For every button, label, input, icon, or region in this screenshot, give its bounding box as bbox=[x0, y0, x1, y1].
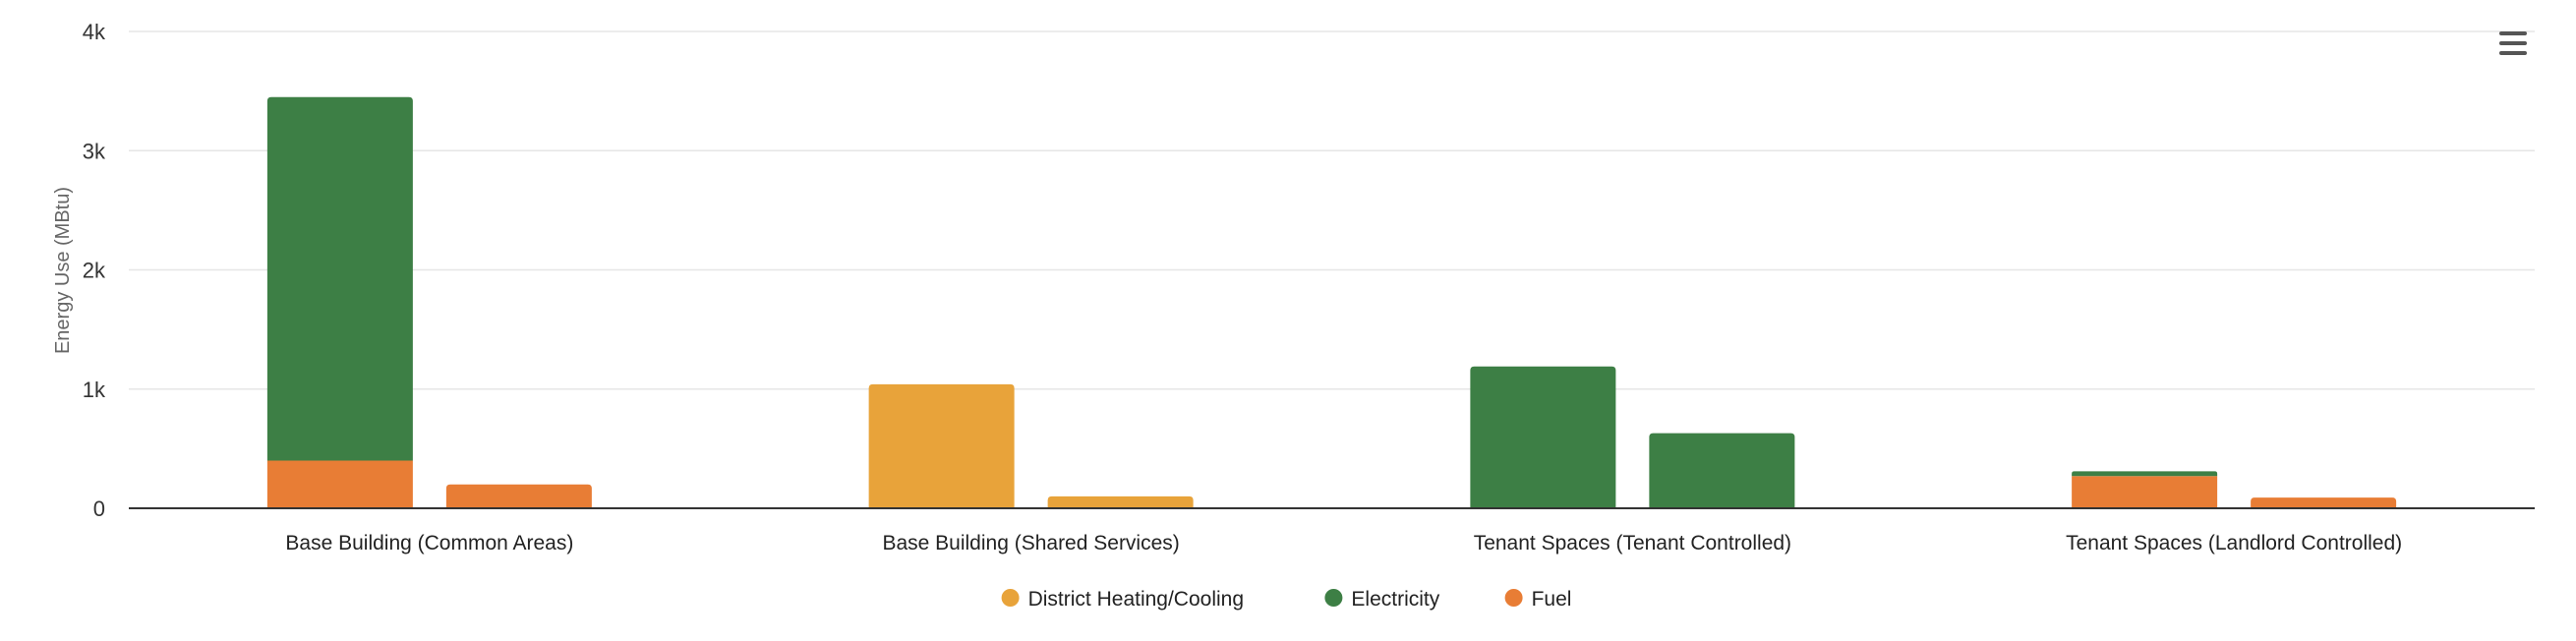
legend-marker bbox=[1324, 589, 1343, 607]
legend-item[interactable]: District Heating/Cooling bbox=[1001, 588, 1244, 611]
hamburger-menu-icon bbox=[2499, 31, 2527, 55]
x-axis-categories: Base Building (Common Areas) Base Buildin… bbox=[285, 532, 2402, 554]
y-tick-label: 2k bbox=[83, 259, 106, 283]
legend-label: Electricity bbox=[1351, 588, 1439, 611]
legend-label: Fuel bbox=[1532, 588, 1572, 611]
y-tick-label: 0 bbox=[93, 496, 105, 521]
legend-marker bbox=[1001, 589, 1020, 607]
bar-fuel bbox=[445, 484, 592, 508]
bar-district-heating-cooling bbox=[868, 383, 1015, 508]
legend-label: District Heating/Cooling bbox=[1028, 588, 1244, 611]
x-category-label: Tenant Spaces (Tenant Controlled) bbox=[1474, 532, 1791, 554]
x-category-label: Base Building (Common Areas) bbox=[285, 532, 573, 554]
bar-fuel bbox=[266, 460, 413, 508]
y-axis-ticks: 0 1k 2k 3k 4k bbox=[83, 20, 106, 521]
bar-electricity bbox=[1649, 433, 1795, 508]
bar-fuel bbox=[2072, 476, 2218, 508]
bar-electricity bbox=[1470, 366, 1616, 508]
y-tick-label: 3k bbox=[83, 139, 106, 163]
y-axis-title: Energy Use (MBtu) bbox=[52, 187, 74, 354]
y-tick-label: 4k bbox=[83, 20, 106, 44]
x-category-label: Base Building (Shared Services) bbox=[882, 532, 1179, 554]
bar-electricity bbox=[2072, 471, 2218, 477]
chart-menu-button[interactable] bbox=[2493, 26, 2533, 61]
y-tick-label: 1k bbox=[83, 378, 106, 402]
legend: District Heating/Cooling Electricity Fuel bbox=[1001, 588, 1572, 611]
legend-marker bbox=[1504, 589, 1523, 607]
bars bbox=[266, 96, 2397, 508]
bar-fuel bbox=[2251, 497, 2397, 508]
legend-item[interactable]: Electricity bbox=[1324, 588, 1440, 611]
legend-item[interactable]: Fuel bbox=[1504, 588, 1572, 611]
bar-district-heating-cooling bbox=[1047, 495, 1194, 508]
x-category-label: Tenant Spaces (Landlord Controlled) bbox=[2066, 532, 2402, 554]
bar-electricity bbox=[266, 96, 413, 461]
grid-lines bbox=[129, 30, 2535, 390]
